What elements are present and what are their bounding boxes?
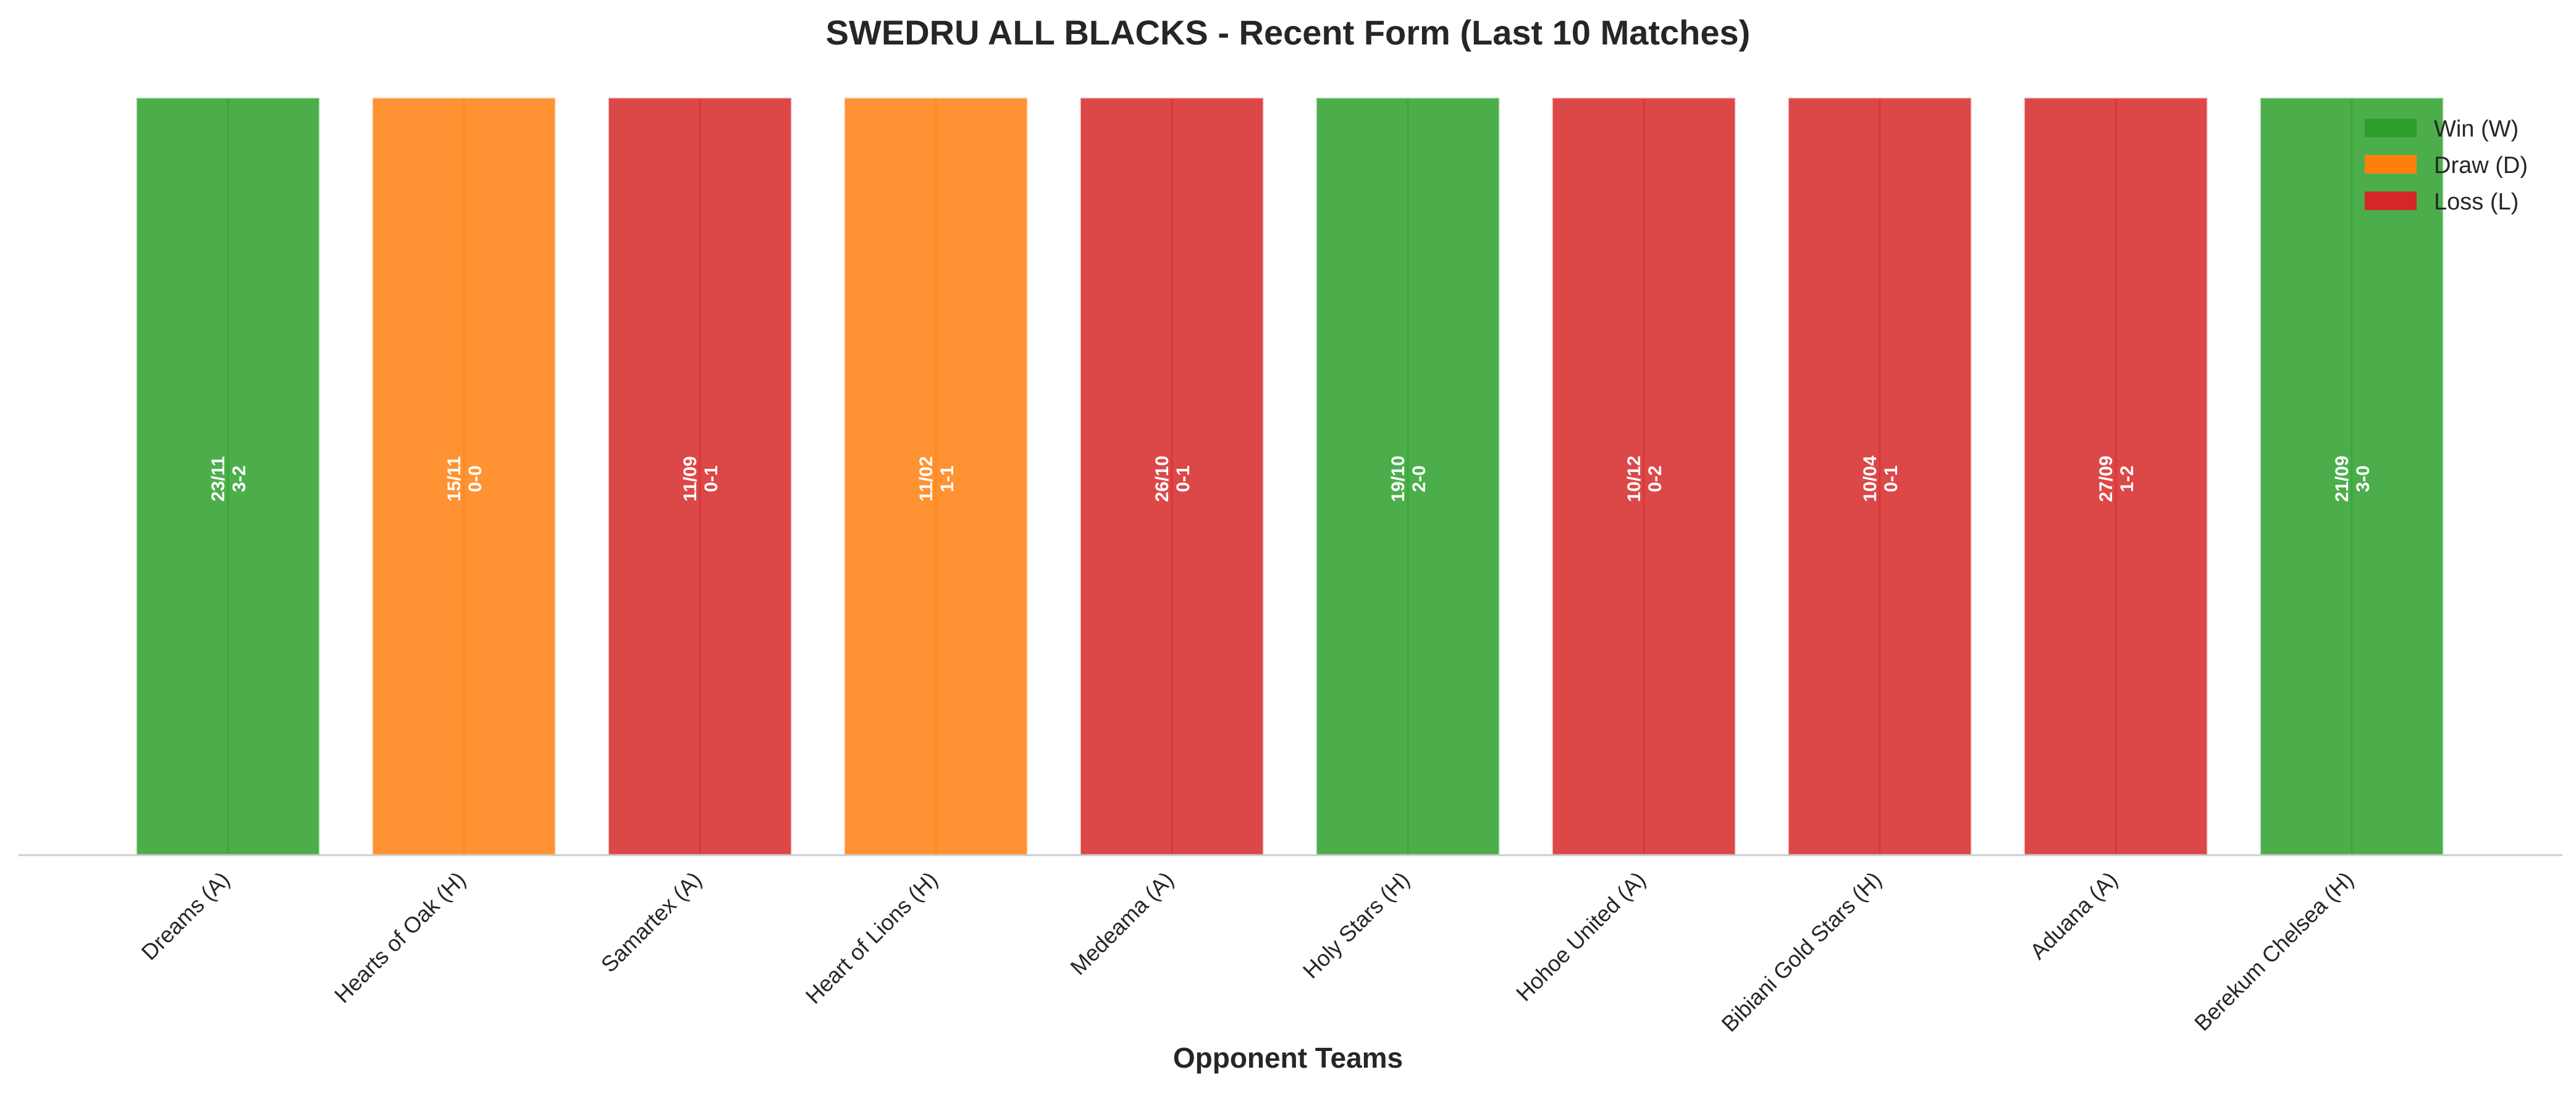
match-date: 15/11 bbox=[444, 456, 465, 501]
bar-data-label: 10/040-1 bbox=[1860, 455, 1901, 502]
legend: Win (W) Draw (D) Loss (L) bbox=[2365, 116, 2528, 215]
bar-data-label: 26/100-1 bbox=[1152, 455, 1193, 502]
x-tick-label: Hohoe United (A) bbox=[1511, 867, 1651, 1006]
bar-group: 23/113-2 bbox=[135, 96, 321, 856]
bar-group: 19/102-0 bbox=[1315, 96, 1501, 856]
bars-layer: 23/113-2 15/110-0 11/090-1 11/021-1 26/100-1… bbox=[135, 96, 2444, 856]
match-date: 23/11 bbox=[208, 456, 229, 501]
legend-label: Loss (L) bbox=[2434, 189, 2519, 215]
match-date: 10/04 bbox=[1860, 455, 1880, 502]
bar-data-label: 11/090-1 bbox=[680, 456, 722, 501]
x-tick-label: Dreams (A) bbox=[137, 867, 235, 965]
chart-title: SWEDRU ALL BLACKS - Recent Form (Last 10… bbox=[826, 13, 1751, 52]
x-tick-label: Holy Stars (H) bbox=[1298, 867, 1415, 984]
bar-group: 26/100-1 bbox=[1079, 96, 1265, 856]
legend-swatch-d bbox=[2365, 155, 2417, 174]
bar-group: 27/091-2 bbox=[2023, 96, 2208, 856]
bar-group: 10/120-2 bbox=[1551, 96, 1736, 856]
match-score: 0-2 bbox=[1645, 465, 1665, 492]
match-score: 0-0 bbox=[465, 465, 486, 492]
match-score: 0-1 bbox=[1173, 465, 1193, 492]
match-score: 3-0 bbox=[2353, 465, 2373, 492]
match-score: 1-2 bbox=[2117, 465, 2137, 492]
match-date: 19/10 bbox=[1388, 455, 1408, 502]
x-tick-label: Aduana (A) bbox=[2025, 867, 2123, 964]
match-score: 0-1 bbox=[701, 465, 722, 492]
legend-swatch-l bbox=[2365, 192, 2417, 210]
legend-label: Draw (D) bbox=[2434, 153, 2528, 179]
bar-data-label: 15/110-0 bbox=[444, 456, 486, 501]
match-date: 26/10 bbox=[1152, 455, 1172, 502]
match-date: 21/09 bbox=[2332, 455, 2352, 502]
bar-group: 15/110-0 bbox=[371, 96, 557, 856]
x-tick-label: Heart of Lions (H) bbox=[801, 867, 943, 1009]
match-date: 27/09 bbox=[2096, 455, 2116, 502]
bar-data-label: 19/102-0 bbox=[1388, 455, 1429, 502]
x-tick-label: Hearts of Oak (H) bbox=[329, 867, 470, 1008]
x-tick-label: Berekum Chelsea (H) bbox=[2189, 867, 2359, 1036]
bar-data-label: 10/120-2 bbox=[1624, 455, 1665, 502]
bar-data-label: 11/021-1 bbox=[916, 456, 958, 501]
x-tick-label: Samartex (A) bbox=[596, 867, 707, 977]
match-score: 1-1 bbox=[937, 465, 958, 492]
match-score: 2-0 bbox=[1409, 465, 1429, 492]
x-tick-labels: Dreams (A) Hearts of Oak (H) Samartex (A) H… bbox=[137, 867, 2359, 1037]
x-axis-label: Opponent Teams bbox=[1173, 1042, 1403, 1074]
x-tick-label: Medeama (A) bbox=[1065, 867, 1178, 980]
match-date: 10/12 bbox=[1624, 455, 1644, 502]
bar-group: 21/093-0 bbox=[2259, 96, 2444, 856]
bar-group: 11/090-1 bbox=[607, 96, 793, 856]
match-score: 0-1 bbox=[1881, 465, 1901, 492]
bar-data-label: 23/113-2 bbox=[208, 456, 250, 501]
match-date: 11/09 bbox=[680, 456, 701, 501]
bar-data-label: 27/091-2 bbox=[2096, 455, 2137, 502]
match-date: 11/02 bbox=[916, 456, 937, 501]
bar-data-label: 21/093-0 bbox=[2332, 455, 2373, 502]
legend-label: Win (W) bbox=[2434, 116, 2519, 142]
bar-group: 11/021-1 bbox=[843, 96, 1029, 856]
x-tick-label: Bibiani Gold Stars (H) bbox=[1717, 867, 1887, 1037]
legend-swatch-w bbox=[2365, 119, 2417, 137]
bar-group: 10/040-1 bbox=[1787, 96, 1972, 856]
match-score: 3-2 bbox=[229, 465, 250, 492]
